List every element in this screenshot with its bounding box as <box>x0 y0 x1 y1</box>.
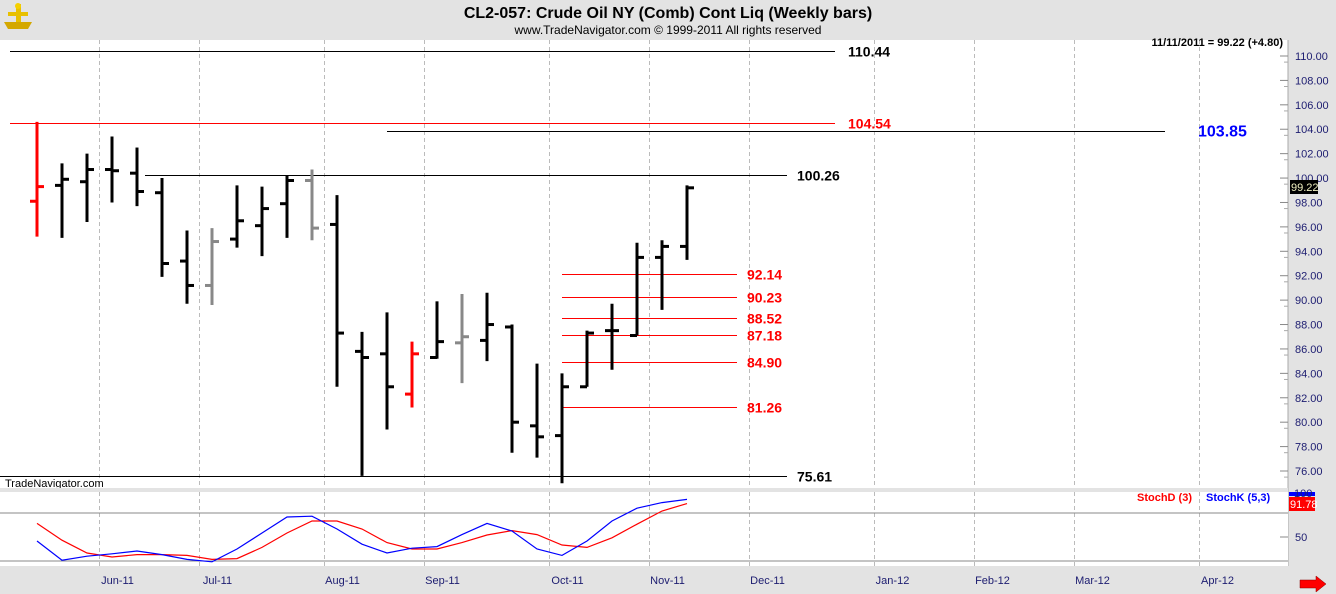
ohlc-bar <box>230 185 244 248</box>
stoch-line-k <box>36 498 688 563</box>
ohlc-bar <box>380 312 394 430</box>
y-tick-label: 110.00 <box>1295 51 1328 63</box>
ohlc-bar <box>105 136 119 203</box>
y-tick-label: 76.00 <box>1295 466 1323 478</box>
y-tick-label: 96.00 <box>1295 222 1323 234</box>
y-tick-label: 108.00 <box>1295 75 1329 87</box>
legend-stochd: StochD (3) <box>1137 492 1192 504</box>
y-tick-label: 106.00 <box>1295 100 1329 112</box>
ohlc-bar <box>330 195 344 387</box>
ohlc-bar <box>255 186 269 257</box>
stochastic-lines <box>36 498 688 563</box>
level-label: 84.90 <box>747 355 782 371</box>
month-label: Nov-11 <box>650 575 685 587</box>
ohlc-bar <box>530 363 544 458</box>
ohlc-bar <box>130 147 144 207</box>
ohlc-bar <box>80 153 94 223</box>
month-label: Sep-11 <box>425 575 460 587</box>
price-bars <box>30 121 694 484</box>
y-tick-label: 92.00 <box>1295 271 1323 283</box>
ohlc-bar <box>455 294 469 384</box>
ohlc-bar <box>680 185 694 260</box>
y-tick-label: 80.00 <box>1295 417 1323 429</box>
ohlc-bar <box>280 175 294 238</box>
level-label: 88.52 <box>747 311 782 327</box>
level-label: 100.26 <box>797 168 840 184</box>
ohlc-bar <box>555 373 569 484</box>
stochd-last-label: 91.78 <box>1290 499 1318 511</box>
month-label: Aug-11 <box>325 575 360 587</box>
ohlc-bar <box>655 240 669 310</box>
price-axis[interactable]: 76.00 78.00 80.00 82.00 84.00 86.00 88.00 90.00… <box>1280 51 1329 478</box>
y-tick-label: 88.00 <box>1295 320 1323 332</box>
y-tick-label: 86.00 <box>1295 344 1323 356</box>
y-tick-label: 104.00 <box>1295 124 1329 136</box>
y-tick-label: 84.00 <box>1295 368 1323 380</box>
y-tick-label: 82.00 <box>1295 393 1323 405</box>
pane-separator[interactable] <box>0 488 1288 492</box>
price-readout: 11/11/2011 = 99.22 (+4.80) <box>1151 37 1283 49</box>
ohlc-bar <box>630 242 644 338</box>
level-label: 87.18 <box>747 328 782 344</box>
level-label: 104.54 <box>848 116 891 132</box>
month-label: Dec-11 <box>750 575 785 587</box>
y-tick-label: 78.00 <box>1295 442 1323 454</box>
time-axis[interactable]: Jun-11 Jul-11 Aug-11 Sep-11 Oct-11 Nov-11 Dec-… <box>101 575 1234 587</box>
last-price-box <box>1290 180 1318 194</box>
month-label: Oct-11 <box>551 575 583 587</box>
level-label: 92.14 <box>747 267 782 283</box>
month-label: Jan-12 <box>876 575 910 587</box>
ohlc-bar <box>605 303 619 370</box>
stochk-last-box <box>1289 492 1315 496</box>
month-label: Feb-12 <box>975 575 1010 587</box>
y-tick-label: 98.00 <box>1295 197 1323 209</box>
ohlc-bar <box>355 331 369 476</box>
ohlc-bar <box>480 292 494 362</box>
stochastic-pane[interactable] <box>0 492 1288 566</box>
ohlc-bar <box>505 324 519 453</box>
price-pane[interactable] <box>0 40 1288 488</box>
stoch-tick-50: 50 <box>1295 532 1307 544</box>
ohlc-bar <box>55 163 69 238</box>
chart-subtitle: www.TradeNavigator.com © 1999-2011 All r… <box>514 23 822 37</box>
watermark: TradeNavigator.com <box>5 478 104 490</box>
ohlc-bar <box>30 121 44 237</box>
ohlc-bar <box>430 301 444 359</box>
ohlc-bar <box>205 228 219 306</box>
level-label: 110.44 <box>848 44 890 60</box>
ohlc-bar <box>405 341 419 408</box>
trade-navigator-logo <box>4 3 32 29</box>
y-tick-label: 90.00 <box>1295 295 1323 307</box>
legend-stochk: StochK (5,3) <box>1206 492 1271 504</box>
level-label: 103.85 <box>1198 124 1247 141</box>
ohlc-bar <box>305 169 319 241</box>
month-label: Jul-11 <box>203 575 232 587</box>
last-price-label: 99.22 <box>1291 182 1319 194</box>
scroll-right-arrow-icon[interactable] <box>1299 575 1327 593</box>
ohlc-bar <box>580 330 594 389</box>
month-label: Mar-12 <box>1075 575 1110 587</box>
month-gridlines <box>99 40 1200 488</box>
y-tick-label: 102.00 <box>1295 149 1329 161</box>
level-label: 75.61 <box>797 469 832 485</box>
level-label: 81.26 <box>747 400 782 416</box>
ohlc-bar <box>155 178 169 277</box>
chart-title: CL2-057: Crude Oil NY (Comb) Cont Liq (W… <box>464 5 872 22</box>
level-label: 90.23 <box>747 290 782 306</box>
stoch-line-d <box>36 503 688 561</box>
month-label: Jun-11 <box>101 575 134 587</box>
stochd-last-box <box>1289 497 1315 511</box>
y-tick-label: 94.00 <box>1295 246 1323 258</box>
ohlc-bar <box>180 230 194 304</box>
month-label: Apr-12 <box>1201 575 1234 587</box>
